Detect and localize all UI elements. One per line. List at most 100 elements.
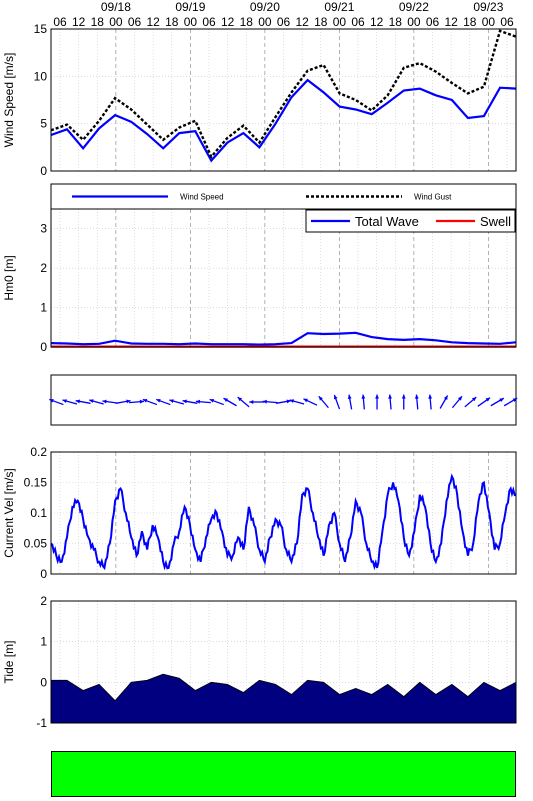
tide-panel	[50, 600, 517, 724]
hour-tick-label: 12	[221, 15, 235, 29]
direction-arrow-head	[471, 397, 477, 402]
y-tick-label: 2	[40, 594, 47, 608]
direction-arrow	[169, 399, 185, 405]
date-label: 09/20	[250, 0, 280, 14]
direction-arrow	[490, 397, 505, 407]
direction-arrow	[375, 394, 379, 410]
direction-arrow	[209, 398, 224, 406]
wave-border	[50, 208, 517, 348]
wind-panel	[50, 28, 517, 172]
hour-tick-label: 06	[351, 15, 365, 29]
date-label: 09/22	[399, 0, 429, 14]
y-tick-label: 0	[40, 340, 47, 354]
date-label: 09/23	[473, 0, 503, 14]
direction-arrow-head	[485, 397, 491, 402]
y-tick-label: 0.15	[24, 476, 48, 490]
current-border	[50, 451, 517, 575]
direction-arrow	[333, 394, 341, 410]
hour-tick-label: 06	[53, 15, 67, 29]
direction-arrow-head	[182, 399, 187, 404]
direction-arrow-head	[443, 395, 448, 400]
direction-arrow	[503, 397, 518, 407]
direction-arrow-head	[102, 399, 107, 404]
direction-arrow	[428, 394, 433, 410]
hour-tick-label: 18	[314, 15, 328, 29]
hour-tick-label: 18	[165, 15, 179, 29]
direction-arrow-head	[414, 394, 419, 399]
hour-tick-label: 06	[426, 15, 440, 29]
direction-arrow-head	[237, 397, 243, 402]
y-axis-label: Tide [m]	[2, 641, 16, 684]
direction-arrow-head	[347, 394, 352, 399]
direction-arrow	[439, 395, 449, 409]
hour-tick-label: 12	[72, 15, 86, 29]
y-tick-label: -1	[36, 716, 47, 730]
direction-arrow	[237, 396, 250, 408]
y-tick-label: 1	[40, 635, 47, 649]
y-axis-label: Wind Speed [m/s]	[2, 53, 16, 148]
wind-background	[51, 29, 516, 171]
y-tick-label: 1	[40, 301, 47, 315]
direction-arrow-head	[62, 399, 67, 403]
direction-arrow-head	[289, 399, 295, 403]
hour-tick-label: 00	[482, 15, 496, 29]
hour-tick-label: 12	[370, 15, 384, 29]
hour-tick-label: 00	[407, 15, 421, 29]
hour-tick-label: 12	[444, 15, 458, 29]
direction-arrow	[89, 399, 104, 405]
direction-arrow	[102, 399, 118, 404]
hour-tick-label: 00	[109, 15, 123, 29]
direction-arrow-head	[142, 398, 148, 403]
direction-arrow-head	[388, 394, 393, 399]
direction-arrow	[223, 397, 237, 407]
direction-arrow	[195, 399, 211, 404]
direction-arrow-head	[169, 399, 174, 403]
status-bar	[51, 751, 516, 797]
direction-arrow-head	[262, 399, 267, 404]
direction-arrow-head	[303, 398, 308, 403]
direction-arrow-head	[457, 396, 463, 401]
direction-arrow	[62, 399, 78, 405]
direction-arrow-head	[126, 399, 131, 404]
direction-arrow	[249, 400, 265, 404]
current-line	[50, 473, 517, 571]
direction-arrow-head	[428, 394, 433, 399]
direction-arrow	[477, 397, 491, 407]
hour-tick-label: 18	[389, 15, 403, 29]
direction-arrow	[155, 398, 171, 406]
direction-arrow-head	[223, 398, 229, 402]
hour-tick-label: 06	[277, 15, 291, 29]
direction-arrow-head	[89, 399, 94, 403]
direction-arrow-head	[333, 394, 338, 400]
direction-arrow	[128, 399, 145, 404]
wave-legend-box	[305, 209, 516, 233]
direction-arrow-head	[249, 400, 254, 404]
y-tick-label: 2	[40, 261, 47, 275]
direction-arrow	[262, 399, 278, 404]
direction-arrow	[464, 396, 477, 408]
y-tick-label: 0	[40, 164, 47, 178]
direction-panel	[49, 374, 518, 426]
direction-arrow-head	[156, 398, 161, 403]
hour-tick-label: 00	[258, 15, 272, 29]
direction-arrow-head	[401, 394, 406, 399]
direction-arrow	[388, 394, 393, 410]
direction-arrow-head	[499, 398, 504, 402]
hour-tick-label: 06	[202, 15, 216, 29]
direction-arrow-head	[512, 398, 518, 402]
direction-arrow-head	[139, 399, 144, 404]
y-tick-label: 0	[40, 567, 47, 581]
direction-border	[50, 374, 517, 426]
direction-arrow	[49, 398, 64, 406]
legend-swell-label: Swell	[480, 214, 511, 229]
direction-arrow	[414, 394, 419, 410]
direction-arrow	[318, 395, 329, 409]
hour-tick-label: 00	[184, 15, 198, 29]
wind-legend	[50, 183, 517, 210]
direction-arrow	[75, 399, 91, 404]
direction-arrow	[115, 399, 131, 404]
direction-arrow	[303, 398, 318, 406]
direction-arrow	[182, 399, 198, 404]
